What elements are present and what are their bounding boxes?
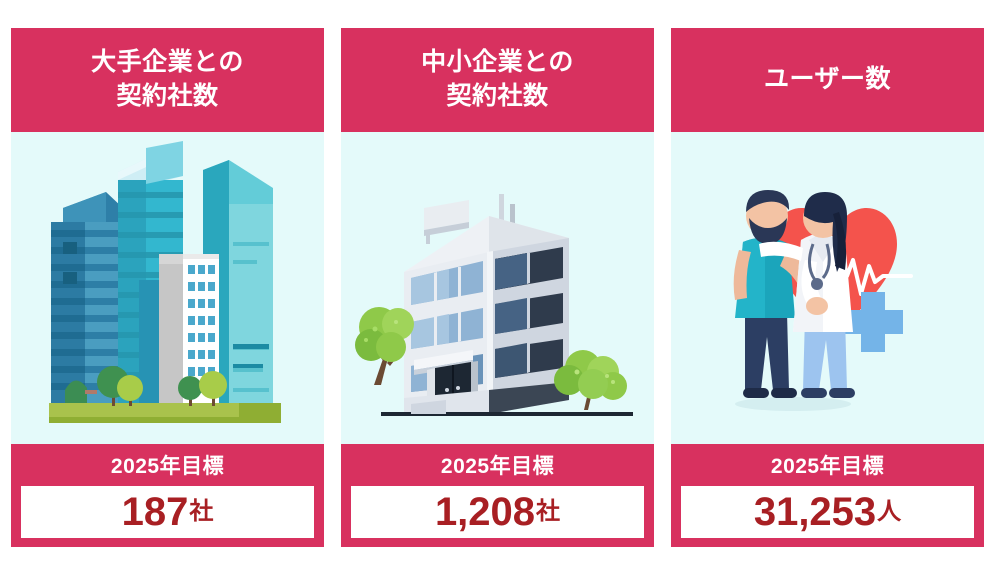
kpi-card-large-enterprise: 大手企業との 契約社数 xyxy=(11,28,324,547)
value-number: 1,208 xyxy=(434,490,536,535)
value-number: 187 xyxy=(121,490,189,535)
value-number: 31,253 xyxy=(753,490,877,535)
goal-label: 2025年目標 xyxy=(110,455,225,478)
kpi-card-users: ユーザー数 xyxy=(671,28,984,547)
office-building-icon xyxy=(341,132,654,444)
value-box: 187 社 xyxy=(21,486,314,538)
doctor-patient-heart-illustration xyxy=(671,132,984,444)
goal-label: 2025年目標 xyxy=(440,455,555,478)
card-header: ユーザー数 xyxy=(671,28,984,132)
doctor-patient-heart-icon xyxy=(671,132,984,444)
card-header: 中小企業との 契約社数 xyxy=(341,28,654,132)
goal-label: 2025年目標 xyxy=(770,455,885,478)
kpi-card-sme: 中小企業との 契約社数 xyxy=(341,28,654,547)
value-box: 1,208 社 xyxy=(351,486,644,538)
card-title: 大手企業との 契約社数 xyxy=(91,48,244,110)
card-footer: 2025年目標 1,208 社 xyxy=(341,444,654,547)
skyscrapers-illustration xyxy=(11,132,324,444)
office-building-illustration xyxy=(341,132,654,444)
value-unit: 社 xyxy=(536,498,561,526)
card-footer: 2025年目標 187 社 xyxy=(11,444,324,547)
card-title: ユーザー数 xyxy=(763,65,891,94)
card-header: 大手企業との 契約社数 xyxy=(11,28,324,132)
card-title: 中小企業との 契約社数 xyxy=(421,48,574,110)
value-box: 31,253 人 xyxy=(681,486,974,538)
skyscrapers-icon xyxy=(11,132,324,444)
value-unit: 社 xyxy=(189,498,214,526)
value-unit: 人 xyxy=(877,498,902,526)
card-footer: 2025年目標 31,253 人 xyxy=(671,444,984,547)
